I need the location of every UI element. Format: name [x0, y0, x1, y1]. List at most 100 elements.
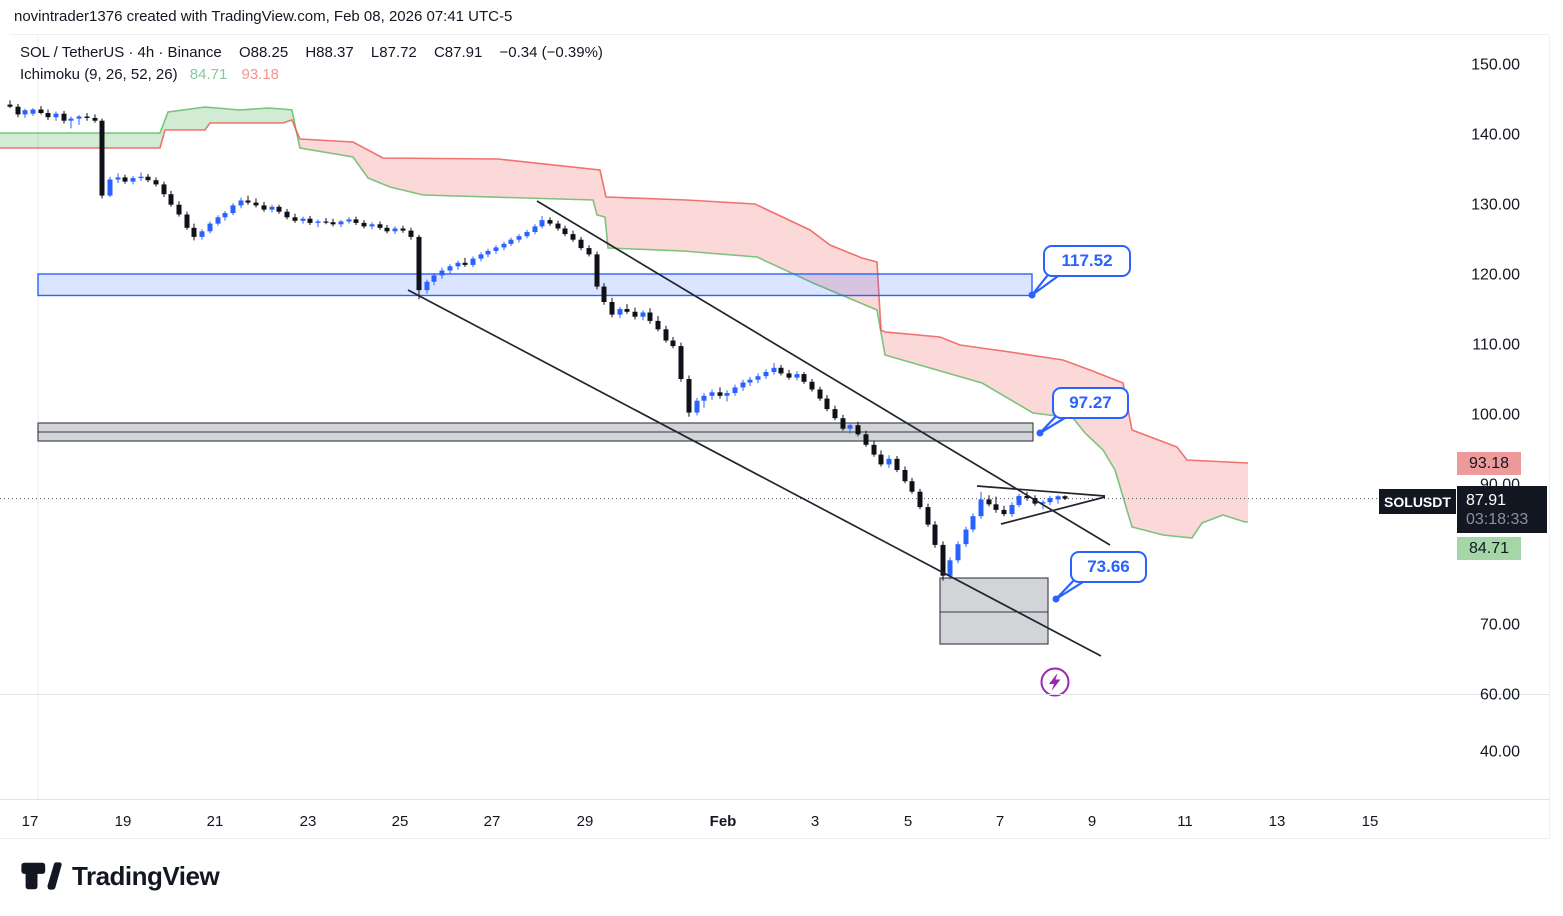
ohlc-close: C87.91	[433, 44, 483, 61]
candle-body	[532, 226, 538, 232]
candle-body	[485, 250, 491, 255]
time-tick-label: 15	[1362, 813, 1379, 830]
candle-body	[909, 481, 915, 492]
candle-body	[640, 312, 646, 317]
candle-body	[1047, 498, 1053, 503]
trendline-channel-lower[interactable]	[407, 289, 1102, 657]
candle-body	[361, 222, 367, 227]
indicator-legend: Ichimoku (9, 26, 52, 26) 84.71 93.18	[20, 66, 279, 83]
candle-body	[786, 373, 792, 378]
price-callout-97[interactable]: 97.27	[1052, 387, 1129, 419]
trendline-pennant-upper[interactable]	[976, 485, 1106, 497]
candle-body	[455, 262, 461, 267]
candle-body	[632, 311, 638, 317]
tradingview-logo-icon	[21, 862, 62, 890]
candle-body	[617, 309, 623, 315]
candle-body	[624, 309, 630, 312]
candle-body	[315, 221, 321, 223]
candle-body	[76, 116, 82, 119]
trendline-pennant-lower[interactable]	[1000, 496, 1106, 525]
time-tick-label: 21	[207, 813, 224, 830]
price-tick-label: 100.00	[1471, 407, 1520, 424]
price-tick-label: 60.00	[1480, 687, 1520, 704]
candle-body	[408, 230, 414, 237]
ohlc-open: O88.25	[238, 44, 289, 61]
price-tick-label: 140.00	[1471, 127, 1520, 144]
last-price-box: 87.91 03:18:33	[1457, 486, 1547, 533]
time-tick-label: 23	[300, 813, 317, 830]
candle-body	[940, 544, 946, 576]
candle-body	[377, 224, 383, 228]
candle-body	[161, 184, 167, 195]
time-tick-label: 13	[1269, 813, 1286, 830]
candle-body	[555, 223, 561, 229]
trendline-channel-upper[interactable]	[536, 200, 1111, 546]
candle-body	[963, 529, 969, 545]
candle-body	[1062, 496, 1068, 499]
candle-body	[168, 194, 174, 205]
candle-body	[338, 221, 344, 225]
candle-body	[609, 302, 615, 315]
candle-body	[53, 113, 59, 118]
target-zone-box[interactable]	[939, 577, 1049, 645]
callout-anchor-dot	[1028, 291, 1036, 299]
candle-body	[709, 392, 715, 396]
tradingview-logo[interactable]: TradingView	[20, 856, 220, 896]
candle-body	[925, 507, 931, 525]
lightning-bolt-glyph	[1049, 673, 1061, 691]
candle-body	[778, 367, 784, 374]
candle-body	[478, 254, 484, 259]
candle-body	[292, 217, 298, 221]
candle-body	[663, 329, 669, 341]
candle-body	[586, 248, 592, 255]
candle-body	[717, 392, 723, 396]
candle-body	[353, 219, 359, 223]
candle-body	[431, 275, 437, 282]
candle-body	[647, 312, 653, 321]
candle-body	[894, 458, 900, 470]
candle-body	[392, 228, 398, 232]
candle-body	[771, 367, 777, 372]
candle-body	[1016, 495, 1022, 505]
time-tick-label: 29	[577, 813, 594, 830]
resistance-zone-band[interactable]	[37, 273, 1033, 297]
price-callout-117[interactable]: 117.52	[1043, 245, 1131, 277]
candle-body	[947, 560, 953, 576]
candle-body	[686, 379, 692, 413]
candle-body	[145, 176, 151, 181]
time-tick-label: 9	[1088, 813, 1096, 830]
candle-body	[1040, 502, 1046, 504]
candle-body	[917, 491, 923, 508]
candle-body	[863, 434, 869, 445]
senkou-a-line	[0, 106, 1248, 539]
candle-body	[307, 218, 313, 223]
candle-body	[547, 220, 553, 224]
price-callout-73[interactable]: 73.66	[1070, 551, 1147, 583]
candle-body	[955, 544, 961, 561]
axis-badge-lead1: 84.71	[1457, 537, 1521, 560]
time-tick-label: 11	[1177, 813, 1193, 830]
candle-body	[400, 228, 406, 231]
candle-body	[122, 177, 128, 182]
symbol-title: SOL / TetherUS · 4h · Binance	[20, 44, 222, 61]
time-tick-label: 25	[392, 813, 409, 830]
price-tick-label: 130.00	[1471, 197, 1520, 214]
candle-body	[493, 247, 499, 251]
candle-body	[99, 120, 105, 196]
candle-body	[107, 179, 113, 196]
candle-body	[871, 444, 877, 455]
candle-body	[724, 393, 730, 396]
candle-body	[369, 224, 375, 227]
ichimoku-cloud-red	[296, 130, 1248, 538]
candle-body	[878, 454, 884, 465]
candle-body	[416, 236, 422, 291]
candle-body	[840, 418, 846, 429]
candle-body	[130, 178, 136, 182]
candle-body	[570, 234, 576, 240]
candle-body	[245, 200, 251, 203]
candle-body	[230, 205, 236, 214]
candle-body	[424, 281, 430, 291]
candle-body	[38, 109, 44, 113]
candle-body	[215, 217, 221, 224]
